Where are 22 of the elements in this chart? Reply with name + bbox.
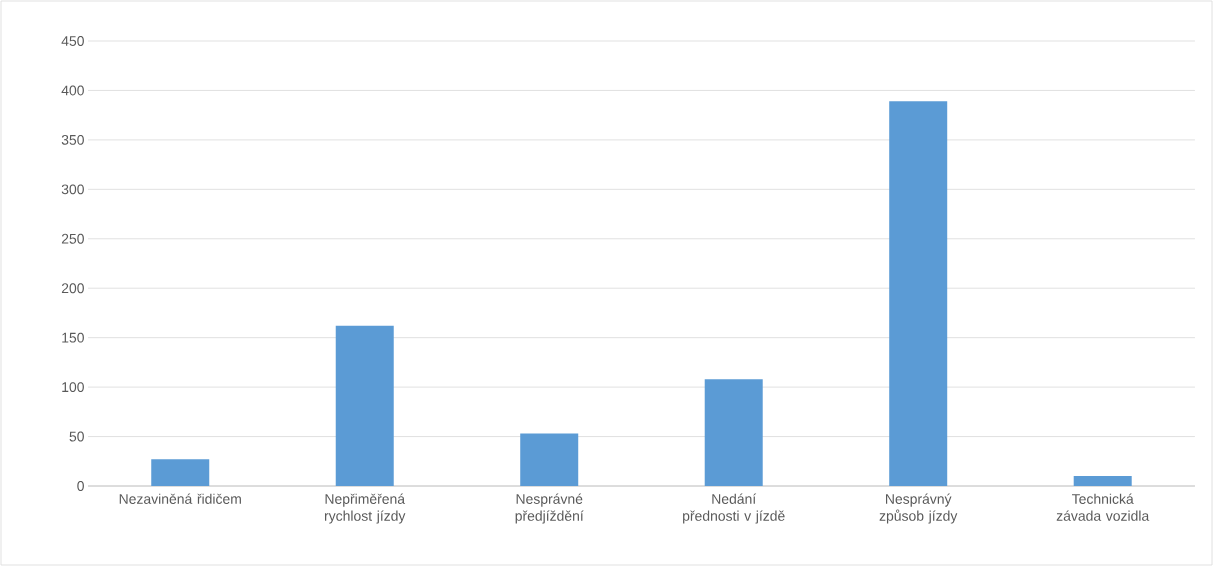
bar	[520, 433, 579, 486]
bar	[335, 325, 394, 486]
bar	[889, 101, 948, 486]
x-tick-label: Nedání přednosti v jízdě	[683, 493, 785, 524]
bar	[151, 459, 210, 486]
y-tick-label: 150	[62, 332, 84, 343]
bar	[704, 379, 763, 486]
x-tick-label: Nesprávný způsob jízdy	[879, 493, 958, 524]
x-tick-label: Technická závada vozidla	[1056, 493, 1150, 521]
x-tick-label: Nesprávné předjíždění	[515, 493, 584, 524]
y-tick-label: 200	[61, 283, 84, 294]
y-tick-label: 250	[61, 233, 84, 244]
y-tick-label: 0	[77, 481, 84, 491]
y-tick-label: 50	[69, 431, 84, 442]
y-tick-label: 450	[61, 36, 84, 46]
y-tick-label: 350	[61, 134, 84, 145]
x-tick-label: Nepřiměřená rychlost jízdy	[324, 493, 406, 524]
bar	[1073, 476, 1132, 486]
y-tick-label: 100	[62, 382, 84, 393]
x-tick-label: Nezaviněná řidičem	[119, 493, 241, 504]
y-tick-label: 300	[61, 184, 84, 195]
y-tick-label: 400	[61, 85, 84, 96]
